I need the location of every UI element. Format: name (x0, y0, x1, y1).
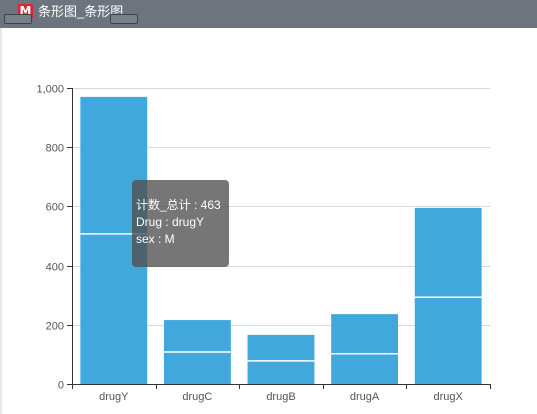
y-tick-label: 400 (46, 262, 64, 274)
overlapped-control-icon (4, 14, 32, 24)
title-bar: M 条形图_条形图 (0, 0, 537, 28)
bar-segment-drugC-1 (163, 320, 231, 353)
y-tick-label: 600 (46, 202, 64, 214)
left-window-edge (0, 28, 2, 414)
y-tick-label: 800 (46, 143, 64, 155)
tooltip-sex-line: sex : M (136, 232, 175, 246)
window-title: 条形图_条形图 (38, 4, 124, 19)
x-tick-label: drugY (99, 391, 129, 403)
overlapped-control-icon (110, 14, 138, 24)
bar-segment-drugX-0 (414, 297, 482, 384)
bar-segment-drugA-1 (331, 314, 399, 354)
bar-segment-drugA-0 (331, 353, 399, 384)
x-tick-label: drugB (266, 391, 295, 403)
x-tick-label: drugC (182, 391, 212, 403)
x-tick-label: drugA (350, 391, 380, 403)
bar-segment-drugB-0 (247, 360, 315, 384)
x-tick-label: drugX (434, 391, 464, 403)
bar-tooltip: 计数_总计 : 463 Drug : drugY sex : M (132, 180, 229, 267)
y-tick-label: 1,000 (36, 84, 64, 96)
tooltip-drug-line: Drug : drugY (136, 215, 205, 229)
y-tick-label: 0 (58, 380, 64, 392)
y-tick-label: 200 (46, 321, 64, 333)
bar-segment-drugX-1 (414, 207, 482, 298)
bar-segment-drugB-1 (247, 334, 315, 361)
tooltip-count-line: 计数_总计 : 463 (136, 198, 221, 212)
bar-segment-drugC-0 (163, 352, 231, 384)
